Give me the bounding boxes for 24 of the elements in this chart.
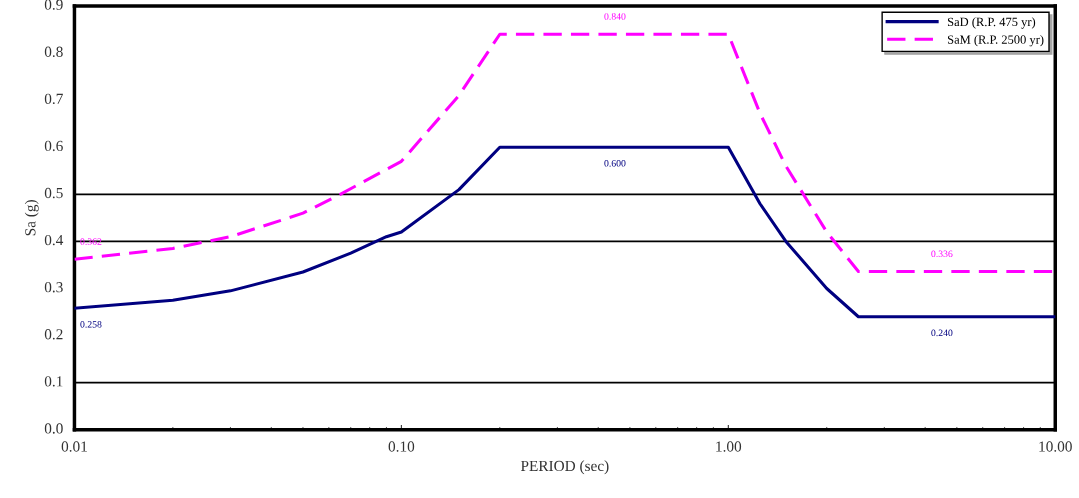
x-tick-label: 1.00 — [716, 441, 742, 452]
y-tick-label: 0.9 — [44, 0, 63, 10]
annotation: 0.240 — [931, 329, 953, 337]
annotation: 0.336 — [931, 250, 953, 258]
annotation: 0.258 — [80, 321, 102, 328]
y-tick-label: 0.4 — [44, 234, 64, 246]
legend-label: SaM (R.P. 2500 yr) — [947, 35, 1044, 47]
annotation: 0.600 — [604, 160, 626, 167]
y-tick-label: 0.2 — [44, 329, 63, 340]
annotation: 0.362 — [80, 238, 102, 245]
y-tick-label: 0.6 — [44, 140, 63, 152]
x-tick-label: 0.10 — [388, 441, 415, 452]
x-axis-title: PERIOD (sec) — [520, 460, 609, 475]
y-tick-label: 0.5 — [44, 187, 63, 199]
y-tick-label: 0.8 — [44, 46, 63, 57]
annotation: 0.840 — [604, 13, 626, 20]
y-tick-label: 0.1 — [44, 376, 63, 387]
legend-label: SaD (R.P. 475 yr) — [947, 17, 1036, 29]
x-tick-label: 0.01 — [61, 441, 87, 452]
y-tick-label: 0.7 — [44, 93, 63, 105]
y-axis-title: Sa (g) — [24, 200, 39, 236]
x-tick-label: 10.00 — [1039, 441, 1072, 452]
y-tick-label: 0.3 — [44, 282, 63, 293]
y-tick-label: 0.0 — [44, 423, 63, 434]
